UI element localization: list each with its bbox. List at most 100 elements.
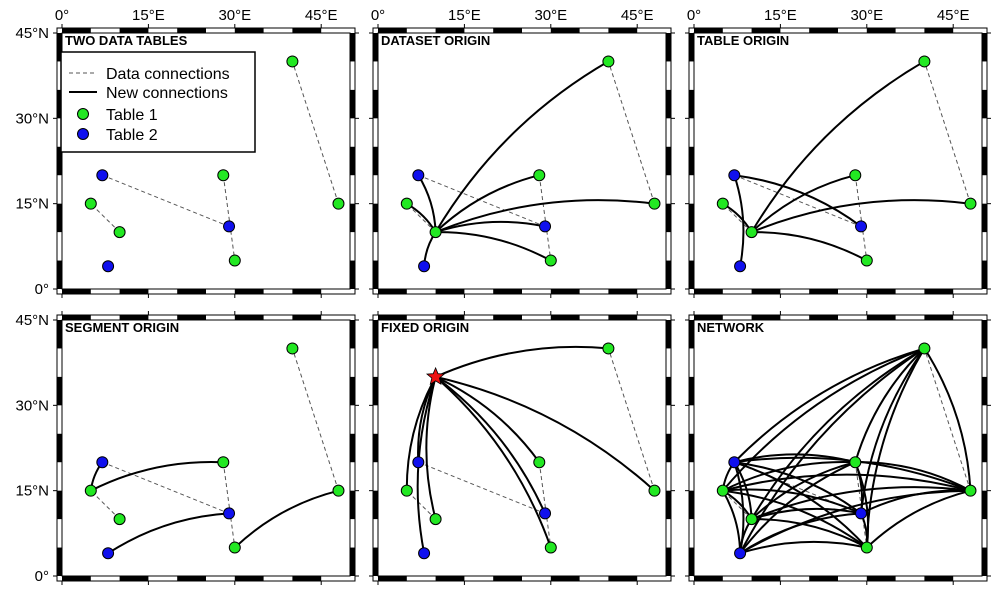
table1-point <box>648 197 661 210</box>
x-tick-label: 30°E <box>218 7 251 24</box>
table1-point <box>544 541 557 554</box>
new-connection-line <box>733 461 868 549</box>
new-connection-line <box>860 347 926 514</box>
new-connection-line <box>434 60 609 233</box>
new-connection-line <box>854 347 926 463</box>
frame-segment <box>435 289 465 294</box>
table1-point <box>84 197 97 210</box>
table1-point <box>217 456 230 469</box>
panel-title: NETWORK <box>697 320 765 335</box>
x-tick-label: 30°E <box>534 7 567 24</box>
frame-segment <box>982 260 987 289</box>
table1-point <box>648 484 661 497</box>
frame-segment <box>493 28 522 33</box>
table2-point <box>734 260 747 273</box>
frame-segment <box>119 289 149 294</box>
new-connection-line <box>751 518 868 549</box>
frame-segment <box>373 490 378 520</box>
frame-segment <box>809 576 838 581</box>
y-tick-label: 45°N <box>15 25 49 42</box>
legend: Data connections New connections Table 1 Ta… <box>60 51 256 153</box>
frame-segment <box>234 289 264 294</box>
data-connection-line <box>418 174 546 227</box>
frame-segment <box>234 28 264 33</box>
frame-segment <box>493 576 522 581</box>
table2-point <box>728 456 741 469</box>
frame-segment <box>689 547 694 576</box>
frame-segment <box>982 547 987 576</box>
frame-segment <box>689 320 694 349</box>
table2-point <box>418 547 431 560</box>
table2-point <box>728 169 741 182</box>
frame-segment <box>373 203 378 233</box>
frame-segment <box>119 576 149 581</box>
table1-point <box>217 169 230 182</box>
frame-segment <box>350 547 355 576</box>
panel-title: TABLE ORIGIN <box>697 33 789 48</box>
frame-segment <box>57 376 62 406</box>
data-connection-line <box>291 61 339 204</box>
frame-segment <box>435 28 465 33</box>
frame-segment <box>550 28 580 33</box>
table2-point <box>855 507 868 520</box>
table2-point <box>102 547 115 560</box>
map-area <box>377 32 667 290</box>
new-connection-line <box>750 60 925 233</box>
table2-point <box>539 220 552 233</box>
frame-segment <box>666 433 671 463</box>
legend-table2-dot-icon <box>77 128 89 140</box>
frame-segment <box>378 289 407 294</box>
panel-content <box>84 342 345 560</box>
frame-segment <box>62 315 91 320</box>
table1-point <box>849 169 862 182</box>
frame-segment <box>550 576 580 581</box>
table1-point <box>964 197 977 210</box>
table1-point <box>429 226 442 239</box>
frame-segment <box>982 146 987 176</box>
table1-point <box>544 254 557 267</box>
table2-point <box>102 260 115 273</box>
new-connection-line <box>751 507 862 521</box>
frame-segment <box>350 490 355 520</box>
panel-content <box>400 55 661 273</box>
table2-point <box>734 547 747 560</box>
frame-segment <box>666 376 671 406</box>
frame-segment <box>119 28 149 33</box>
new-connection-line <box>923 347 972 491</box>
new-connection-line <box>107 512 230 555</box>
x-tick-label: 15°E <box>132 7 165 24</box>
frame-segment <box>57 547 62 576</box>
new-connection-line <box>435 199 655 234</box>
panel-title: TWO DATA TABLES <box>65 33 188 48</box>
frame-segment <box>119 315 149 320</box>
panel-content <box>84 55 345 273</box>
frame-segment <box>350 33 355 62</box>
frame-segment <box>866 576 896 581</box>
frame-segment <box>350 203 355 233</box>
table1-point <box>332 484 345 497</box>
frame-segment <box>666 33 671 62</box>
table1-point <box>860 254 873 267</box>
frame-segment <box>809 289 838 294</box>
frame-segment <box>666 547 671 576</box>
table1-point <box>533 169 546 182</box>
data-connection-line <box>222 462 236 548</box>
frame-segment <box>57 203 62 233</box>
frame-segment <box>57 146 62 176</box>
table1-point <box>849 456 862 469</box>
panel-network: NETWORK <box>685 311 991 585</box>
frame-segment <box>982 376 987 406</box>
new-connection-line <box>90 460 224 492</box>
frame-segment <box>177 28 206 33</box>
frame-segment <box>373 376 378 406</box>
panel-fixed: FIXED ORIGIN <box>369 311 675 585</box>
table1-point <box>964 484 977 497</box>
frame-segment <box>666 146 671 176</box>
panel-title: SEGMENT ORIGIN <box>65 320 179 335</box>
table2-point <box>96 169 109 182</box>
new-connection-line <box>750 347 925 520</box>
panel-dataset: DATASET ORIGIN 0° 15°E 30°E 45°E <box>369 7 675 298</box>
frame-segment <box>866 289 896 294</box>
table1-point <box>286 342 299 355</box>
